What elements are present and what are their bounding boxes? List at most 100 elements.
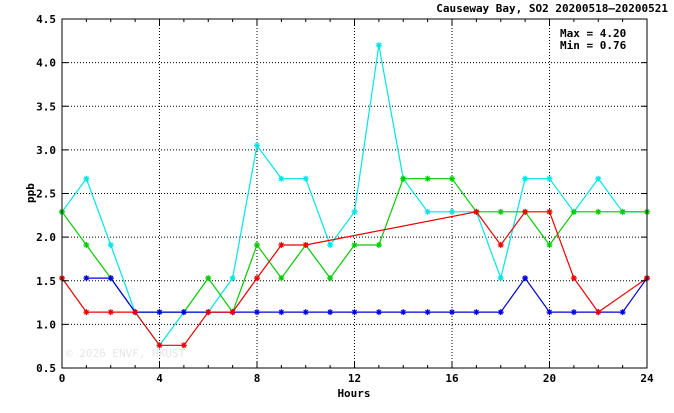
point-stroke — [181, 309, 187, 315]
series-layer — [59, 42, 650, 349]
point-stroke — [351, 309, 358, 315]
point-stroke — [571, 309, 577, 315]
point-stroke — [351, 209, 358, 215]
series-2-point — [424, 175, 431, 182]
point-stroke — [449, 209, 455, 215]
point-stroke — [546, 242, 553, 248]
point-stroke — [108, 242, 114, 248]
series-4-point — [278, 241, 285, 248]
series-1-point — [375, 42, 382, 49]
point-stroke — [303, 176, 309, 182]
x-tick-label: 16 — [445, 372, 459, 385]
y-tick-label: 0.5 — [36, 362, 56, 375]
point-stroke — [303, 242, 309, 248]
point-stroke — [571, 275, 577, 281]
point-stroke — [327, 242, 333, 248]
point-stroke — [498, 309, 504, 315]
series-2-point — [570, 208, 577, 215]
y-tick-label: 3.0 — [36, 144, 56, 157]
point-stroke — [376, 309, 382, 315]
point-stroke — [498, 275, 504, 281]
point-stroke — [425, 176, 431, 182]
point-stroke — [498, 242, 504, 248]
grid — [62, 19, 647, 368]
point-stroke — [83, 309, 89, 315]
series-2-point — [595, 208, 602, 215]
series-4 — [59, 208, 650, 349]
series-3-point — [424, 309, 431, 316]
series-4-point — [180, 342, 187, 349]
series-4-point — [132, 309, 139, 316]
point-stroke — [546, 209, 553, 215]
series-3 — [83, 275, 650, 316]
y-axis-label: ppb — [24, 183, 37, 203]
series-3-point — [473, 309, 480, 316]
x-tick-label: 20 — [543, 372, 556, 385]
series-1-point — [83, 175, 90, 182]
point-stroke — [449, 176, 455, 182]
y-tick-label: 2.5 — [36, 188, 56, 201]
point-stroke — [278, 242, 284, 248]
x-tick-label: 24 — [640, 372, 654, 385]
point-stroke — [83, 176, 89, 182]
point-stroke — [83, 275, 89, 281]
ticks: 0 4 8 12 16 20 24 0.5 1.0 1.5 2.0 2.5 3.0 3.5 4.0 4.5 — [36, 13, 654, 385]
point-stroke — [376, 42, 382, 48]
point-stroke — [595, 309, 601, 315]
point-stroke — [400, 309, 406, 315]
series-3-line — [86, 277, 648, 313]
series-4-point — [473, 208, 480, 215]
point-stroke — [278, 309, 284, 315]
point-stroke — [230, 275, 236, 281]
series-1-line — [61, 45, 647, 347]
watermark: © 2026 ENVF, HKUST — [66, 347, 186, 360]
series-4-point — [595, 309, 602, 316]
series-3-point — [327, 309, 334, 316]
series-2-point — [351, 241, 358, 248]
y-tick-label: 2.0 — [36, 231, 56, 244]
x-tick-label: 12 — [348, 372, 361, 385]
point-stroke — [83, 242, 89, 248]
series-4-point — [156, 342, 163, 349]
y-tick-label: 4.0 — [36, 57, 56, 70]
series-1-point — [254, 142, 260, 149]
series-3-point — [570, 309, 577, 316]
series-4-point — [107, 309, 114, 316]
point-stroke — [546, 309, 553, 315]
point-stroke — [473, 309, 479, 315]
series-1-point — [595, 175, 602, 182]
point-stroke — [595, 176, 601, 182]
series-3-point — [278, 309, 285, 316]
point-stroke — [156, 309, 163, 315]
point-stroke — [327, 275, 333, 281]
point-stroke — [108, 275, 114, 281]
series-2-point — [400, 175, 407, 182]
point-stroke — [327, 309, 333, 315]
point-stroke — [620, 309, 626, 315]
y-tick-label: 1.0 — [36, 318, 56, 331]
max-value-label: Max = 4.20 — [560, 27, 627, 40]
series-3-point — [546, 309, 553, 316]
point-stroke — [230, 309, 236, 315]
series-3-point — [522, 275, 529, 282]
series-2-point — [546, 241, 553, 248]
series-1-point — [107, 241, 114, 248]
point-stroke — [425, 309, 431, 315]
point-stroke — [620, 209, 626, 215]
series-1-point — [522, 175, 529, 182]
series-4-point — [497, 241, 504, 248]
series-1-point — [327, 241, 334, 248]
series-4-point — [302, 241, 309, 248]
point-stroke — [546, 176, 553, 182]
series-2-point — [205, 275, 212, 282]
point-stroke — [278, 176, 284, 182]
series-4-line — [61, 211, 648, 346]
point-stroke — [522, 176, 528, 182]
point-stroke — [400, 176, 406, 182]
series-3-point — [83, 275, 90, 282]
series-2-point — [327, 275, 334, 282]
point-stroke — [278, 275, 284, 281]
y-tick-label: 4.5 — [36, 13, 56, 26]
point-stroke — [181, 342, 187, 348]
